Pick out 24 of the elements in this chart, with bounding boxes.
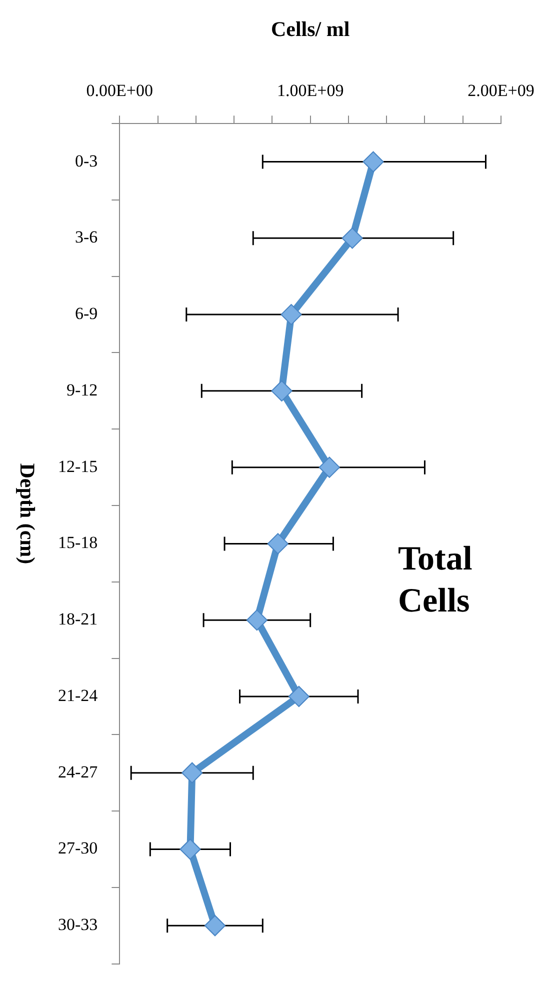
y-tick-label: 24-27 [58,762,98,782]
point [288,686,310,707]
point [246,610,268,631]
y-tick-label: 12-15 [58,456,98,476]
y-tick-label: 9-12 [66,380,98,400]
x-axis-title: Cells/ ml [270,17,350,42]
point [267,533,288,554]
y-tick-label: 21-24 [58,686,98,705]
y-tick-label: 27-30 [58,838,98,858]
x-tick-label: 0.00E+00 [86,80,154,100]
x-tick-label: 2.00E+09 [468,80,534,100]
y-tick-label: 30-33 [58,915,98,934]
y-tick-label: 15-18 [58,533,98,552]
y-tick-label: 6-9 [74,304,98,324]
x-tick-label: 1.00E+09 [276,80,344,100]
y-tick-label: 0-3 [74,151,98,170]
text: Total Cells [398,540,472,620]
point [342,228,363,249]
y-tick-label: 18-21 [58,610,98,629]
y-tick-label: 3-6 [74,228,98,247]
point [204,915,226,936]
point [318,456,340,478]
point [362,151,384,172]
y-axis-title: Depth (cm) [16,463,40,564]
